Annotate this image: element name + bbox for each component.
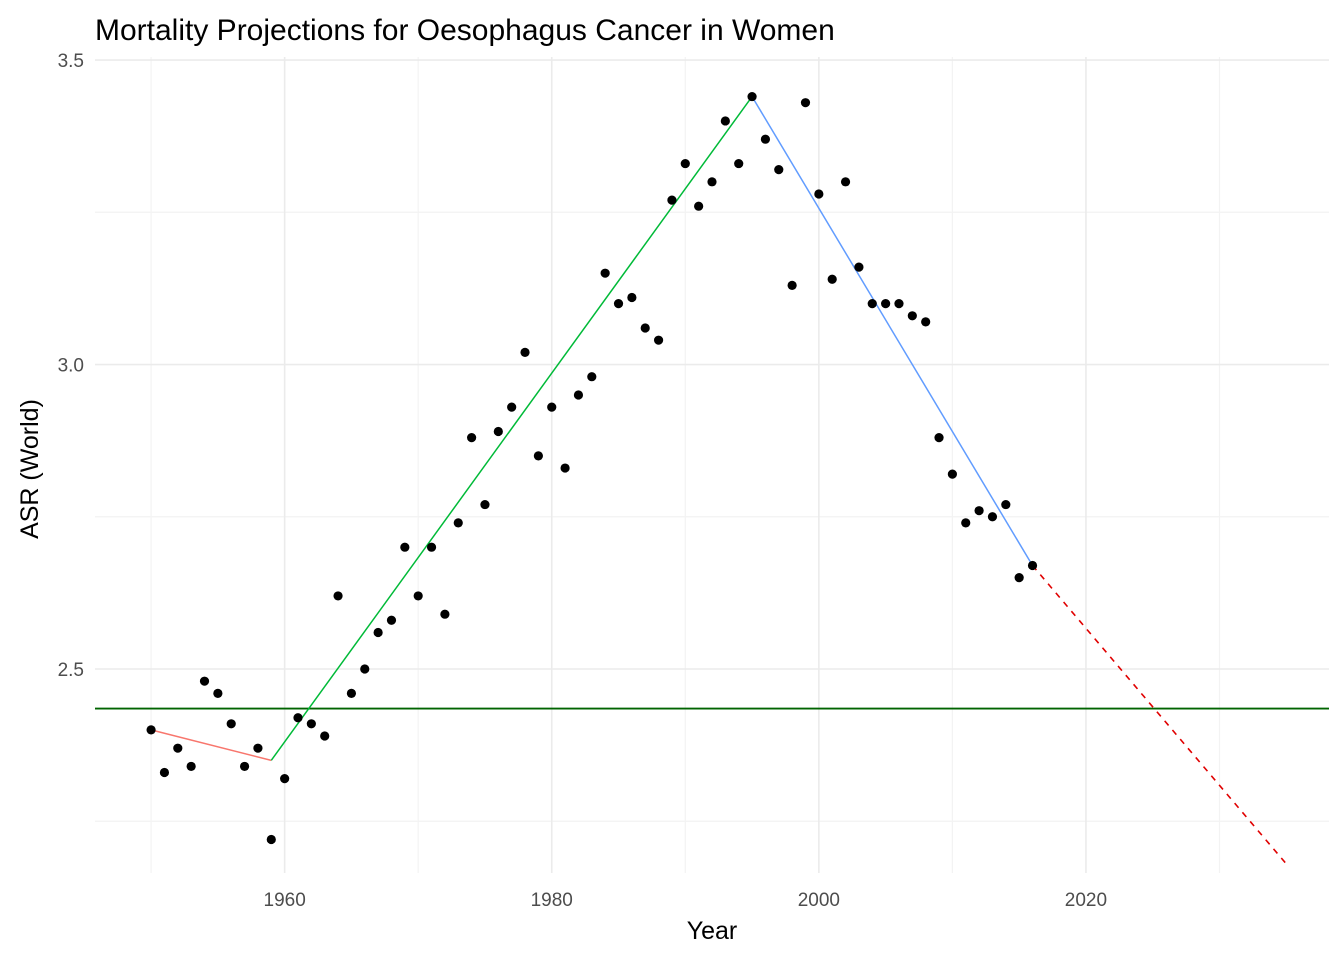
data-point <box>814 189 824 199</box>
data-point <box>320 731 330 741</box>
data-point <box>480 499 490 510</box>
data-point <box>800 98 811 108</box>
data-point <box>346 688 357 698</box>
projection-line <box>1031 564 1287 865</box>
data-point <box>734 158 744 169</box>
trend-segment <box>270 96 753 761</box>
data-point <box>293 713 303 723</box>
x-tick-label: 2000 <box>798 890 840 911</box>
data-point <box>907 311 917 321</box>
data-point <box>774 165 784 175</box>
data-point <box>1014 573 1024 583</box>
data-point <box>520 347 530 357</box>
data-point <box>186 761 196 772</box>
data-point <box>894 299 904 309</box>
data-point <box>840 177 851 187</box>
y-tick-label: 3.5 <box>58 51 84 72</box>
data-point <box>146 725 156 735</box>
x-tick-label: 1980 <box>531 890 573 911</box>
trend-segment <box>150 729 272 762</box>
data-point <box>694 201 704 211</box>
data-point <box>707 177 717 187</box>
data-point <box>426 542 437 552</box>
data-point <box>934 432 944 443</box>
data-point <box>987 512 998 522</box>
data-point <box>547 402 557 412</box>
data-point <box>1001 499 1011 510</box>
data-point <box>640 323 650 333</box>
data-point <box>440 609 450 619</box>
data-point <box>600 268 610 278</box>
x-tick-label: 1960 <box>264 890 306 911</box>
data-point <box>947 469 957 479</box>
data-point <box>881 299 891 309</box>
data-point <box>333 591 343 601</box>
data-point <box>386 615 397 625</box>
data-point <box>199 676 210 686</box>
data-point <box>373 627 383 638</box>
trend-segment <box>751 96 1034 566</box>
data-point <box>1027 560 1038 571</box>
data-point <box>613 299 624 309</box>
data-point <box>867 299 877 309</box>
data-point <box>306 719 316 729</box>
data-point <box>827 274 837 284</box>
y-tick-label: 2.5 <box>58 660 84 681</box>
data-point <box>253 743 263 753</box>
tick-labels: 1960 1980 2000 2020 2.5 3.0 3.5 <box>58 51 1108 911</box>
data-point <box>627 292 637 303</box>
data-point <box>159 767 170 778</box>
data-point <box>239 761 250 772</box>
data-point <box>760 134 771 144</box>
data-point <box>493 426 503 437</box>
x-tick-label: 2020 <box>1065 890 1107 911</box>
data-point <box>587 372 597 382</box>
data-point <box>213 688 223 698</box>
y-tick-label: 3.0 <box>58 356 84 377</box>
data-point <box>280 774 290 784</box>
data-point <box>573 390 584 400</box>
y-axis-title: ASR (World) <box>16 399 44 539</box>
data-point <box>974 506 984 516</box>
data-point <box>360 664 370 674</box>
data-point <box>400 542 410 552</box>
plot-lines <box>95 96 1329 865</box>
data-point <box>667 195 677 205</box>
data-point <box>467 432 477 443</box>
data-point <box>533 451 543 461</box>
data-point <box>961 518 971 528</box>
data-point <box>854 262 864 272</box>
data-point <box>720 116 730 126</box>
data-point <box>653 335 664 345</box>
data-point <box>507 402 517 412</box>
data-point <box>226 719 236 729</box>
chart-title: Mortality Projections for Oesophagus Can… <box>95 14 835 47</box>
x-axis-title: Year <box>687 917 738 945</box>
data-point <box>921 317 931 327</box>
data-point <box>747 91 757 102</box>
data-point <box>787 280 797 290</box>
data-point <box>266 834 276 845</box>
data-point <box>173 743 183 753</box>
data-point <box>680 158 690 169</box>
data-point <box>413 591 423 601</box>
data-point <box>453 518 463 528</box>
data-points <box>146 91 1038 845</box>
data-point <box>560 463 570 473</box>
